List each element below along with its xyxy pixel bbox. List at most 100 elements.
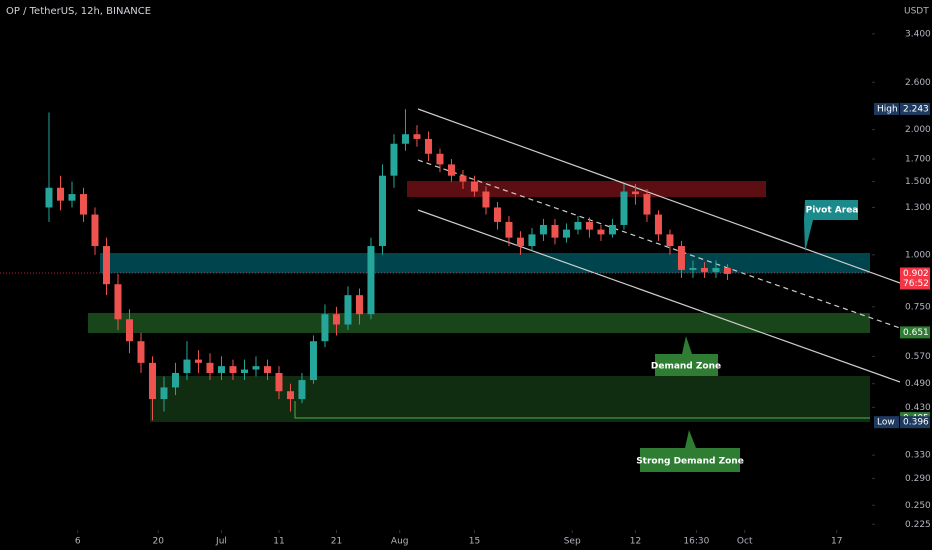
y-tick-label: 3.400	[905, 29, 931, 39]
price-label: 0.396	[903, 418, 929, 428]
candle-body	[562, 229, 570, 238]
candle-body	[677, 246, 685, 270]
candle-body	[298, 380, 306, 400]
price-label-name: Low	[877, 418, 895, 428]
candle-body	[229, 366, 237, 373]
candle-body	[574, 221, 582, 230]
x-tick-label: 15	[469, 537, 480, 547]
x-tick-label: 12	[630, 537, 641, 547]
candle-body	[689, 267, 697, 270]
x-tick-label: Oct	[737, 537, 753, 547]
candle-body	[194, 359, 202, 363]
y-tick-label: 0.225	[905, 520, 931, 530]
price-label-bg	[900, 326, 930, 339]
y-tick-label: 0.430	[905, 403, 931, 413]
y-tick-label: 0.750	[905, 302, 931, 312]
channel	[0, 108, 901, 383]
y-tick-label: 0.490	[905, 379, 931, 389]
candle-body	[137, 341, 145, 363]
candle-body	[424, 138, 432, 154]
countdown: 76:52	[903, 279, 929, 289]
candle-body	[56, 187, 64, 201]
candle-body	[263, 366, 271, 373]
candle-body	[551, 224, 559, 238]
price-label: 0.902	[903, 269, 929, 279]
y-tick-label: 1.300	[905, 203, 931, 213]
demand-zone	[88, 313, 870, 333]
x-tick-label: 17	[831, 537, 842, 547]
annotation: Strong Demand Zone	[636, 457, 744, 467]
candle-body	[160, 387, 168, 400]
candle-body	[654, 214, 662, 235]
zone-outline	[294, 401, 870, 419]
candle-body	[516, 237, 524, 247]
candle-body	[413, 134, 421, 139]
y-tick-label: 0.250	[905, 501, 931, 511]
candle-body	[528, 234, 536, 247]
candle-body	[712, 267, 720, 272]
price-label: 2.243	[903, 104, 929, 114]
price-label-bg	[900, 267, 930, 290]
candle-body	[79, 194, 87, 215]
candle-body	[344, 295, 352, 325]
y-tick-label: 0.570	[905, 352, 931, 362]
price-label-name-bg	[874, 102, 899, 115]
x-tick-label: Aug	[391, 537, 409, 547]
candle-body	[436, 153, 444, 165]
candle-body	[608, 224, 616, 235]
annotation: Demand Zone	[651, 362, 721, 372]
y-tick-label: 2.600	[905, 78, 931, 88]
price-label-bg	[900, 102, 930, 115]
candle-body	[332, 314, 340, 325]
candle-body	[68, 194, 76, 201]
zones	[88, 181, 870, 422]
pivot-zone	[100, 253, 870, 273]
candle-body	[390, 143, 398, 176]
chart-title: OP / TetherUS, 12h, BINANCE	[6, 6, 151, 17]
candle-body	[102, 246, 110, 285]
axis-unit: USDT	[904, 7, 929, 17]
y-tick-label: 0.330	[905, 451, 931, 461]
x-tick-label: 21	[331, 537, 342, 547]
x-tick-label: Sep	[564, 537, 581, 547]
candle-body	[700, 267, 708, 272]
strong-demand-callout	[640, 430, 740, 472]
channel-upper	[417, 108, 901, 284]
candle-body	[493, 207, 501, 222]
candle-body	[148, 362, 156, 400]
candle-body	[367, 246, 375, 315]
x-tick-label: Jul	[215, 537, 227, 547]
resistance-zone	[407, 181, 766, 197]
candle-body	[91, 214, 99, 247]
candle-body	[206, 362, 214, 373]
price-label-name-bg	[874, 416, 899, 429]
candle-body	[723, 267, 731, 274]
candle-body	[217, 366, 225, 373]
price-label-name: High	[877, 104, 898, 114]
candle-body	[643, 194, 651, 215]
annotation: Pivot Area	[806, 206, 859, 216]
candle-body	[378, 175, 386, 247]
candle-body	[183, 359, 191, 373]
candle-body	[539, 224, 547, 235]
candle-body	[459, 175, 467, 182]
callouts: Pivot Area Demand Zone Strong Demand Zon…	[636, 200, 858, 472]
candle-body	[252, 366, 260, 370]
candle-body	[309, 341, 317, 381]
candle-body	[505, 221, 513, 238]
candle-body	[171, 372, 179, 388]
x-tick-label: 16:30	[683, 537, 709, 547]
candle-body	[482, 191, 490, 208]
candle-body	[355, 295, 363, 315]
y-tick-label: 0.290	[905, 474, 931, 484]
pivot-callout	[804, 200, 858, 252]
x-tick-label: 11	[273, 537, 284, 547]
channel-lower	[417, 209, 901, 383]
candle-body	[470, 181, 478, 192]
x-tick-label: 20	[153, 537, 165, 547]
y-tick-label: 1.700	[905, 155, 931, 165]
candle-body	[401, 134, 409, 144]
candle-body	[114, 284, 122, 320]
candle-body	[240, 369, 248, 373]
